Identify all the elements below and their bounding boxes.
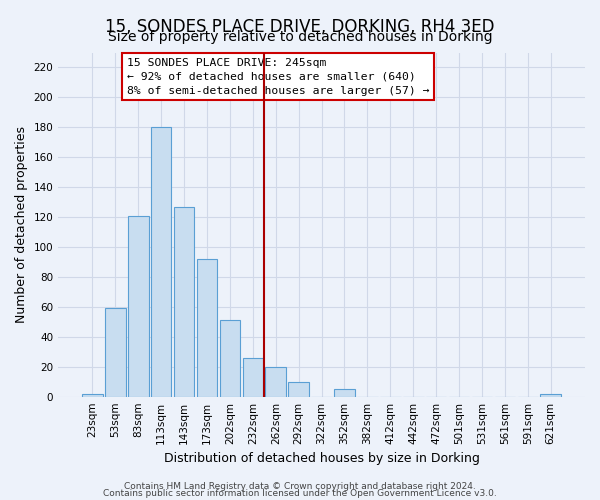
Bar	[242, 358, 263, 397]
Bar	[197, 259, 217, 396]
Text: Contains public sector information licensed under the Open Government Licence v3: Contains public sector information licen…	[103, 490, 497, 498]
Text: Size of property relative to detached houses in Dorking: Size of property relative to detached ho…	[107, 30, 493, 44]
Bar	[151, 128, 172, 396]
Bar	[105, 308, 125, 396]
Bar	[82, 394, 103, 396]
Bar	[128, 216, 149, 396]
Bar	[334, 389, 355, 396]
Text: 15, SONDES PLACE DRIVE, DORKING, RH4 3ED: 15, SONDES PLACE DRIVE, DORKING, RH4 3ED	[105, 18, 495, 36]
Text: Contains HM Land Registry data © Crown copyright and database right 2024.: Contains HM Land Registry data © Crown c…	[124, 482, 476, 491]
Text: 15 SONDES PLACE DRIVE: 245sqm
← 92% of detached houses are smaller (640)
8% of s: 15 SONDES PLACE DRIVE: 245sqm ← 92% of d…	[127, 58, 429, 96]
Bar	[220, 320, 240, 396]
Bar	[265, 367, 286, 396]
Y-axis label: Number of detached properties: Number of detached properties	[15, 126, 28, 323]
Bar	[174, 206, 194, 396]
Bar	[289, 382, 309, 396]
Bar	[541, 394, 561, 396]
X-axis label: Distribution of detached houses by size in Dorking: Distribution of detached houses by size …	[164, 452, 479, 465]
